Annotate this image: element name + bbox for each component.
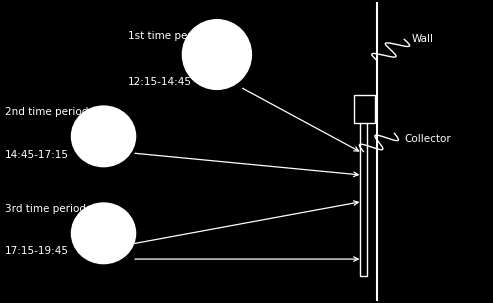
Text: 14:45-17:15: 14:45-17:15: [5, 149, 69, 160]
Bar: [360, 97, 367, 276]
Bar: [354, 95, 375, 123]
Ellipse shape: [71, 106, 136, 167]
Ellipse shape: [71, 203, 136, 264]
Text: 3rd time period: 3rd time period: [5, 204, 86, 214]
Text: 12:15-14:45: 12:15-14:45: [128, 77, 192, 87]
Text: 1st time period: 1st time period: [128, 31, 208, 42]
Text: 17:15-19:45: 17:15-19:45: [5, 246, 69, 257]
Text: 2nd time period: 2nd time period: [5, 107, 88, 117]
Text: Collector: Collector: [404, 134, 451, 145]
Ellipse shape: [182, 20, 251, 89]
Text: Wall: Wall: [412, 34, 434, 45]
